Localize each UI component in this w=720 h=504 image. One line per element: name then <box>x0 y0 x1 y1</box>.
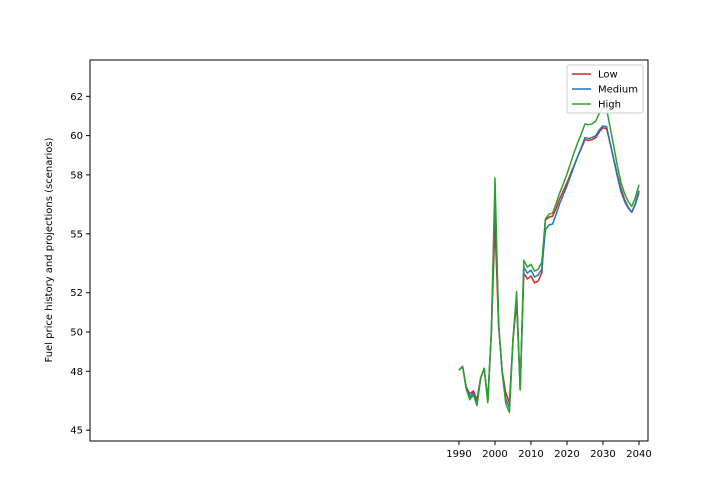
y-tick-label: 52 <box>70 288 83 299</box>
y-tick-label: 62 <box>70 92 83 103</box>
x-tick-label: 2040 <box>626 449 651 460</box>
y-tick-label: 45 <box>70 426 83 437</box>
y-tick-label: 48 <box>70 367 83 378</box>
series-line-high <box>458 107 640 414</box>
legend-box <box>566 64 644 114</box>
plot-frame <box>89 59 649 442</box>
y-tick-label: 55 <box>70 229 83 240</box>
x-tick-label: 2020 <box>554 449 579 460</box>
y-tick-label: 50 <box>70 328 83 339</box>
x-tick-label: 2010 <box>518 449 543 460</box>
y-tick-label: 60 <box>70 131 83 142</box>
legend-label-high: High <box>598 100 621 111</box>
x-tick-label: 2000 <box>482 449 507 460</box>
legend: Low Medium High <box>566 64 644 114</box>
legend-label-low: Low <box>598 70 618 81</box>
y-tick-label: 58 <box>70 170 83 181</box>
x-tick-label: 2030 <box>590 449 615 460</box>
x-tick-label: 1990 <box>446 449 471 460</box>
y-axis: 45 48 50 52 55 58 60 62 <box>70 92 90 437</box>
x-axis: 1990 2000 2010 2020 2030 2040 <box>446 441 652 460</box>
y-axis-label: Fuel price history and projections (scen… <box>44 137 55 362</box>
legend-label-medium: Medium <box>598 85 638 96</box>
series-lines <box>458 107 640 414</box>
